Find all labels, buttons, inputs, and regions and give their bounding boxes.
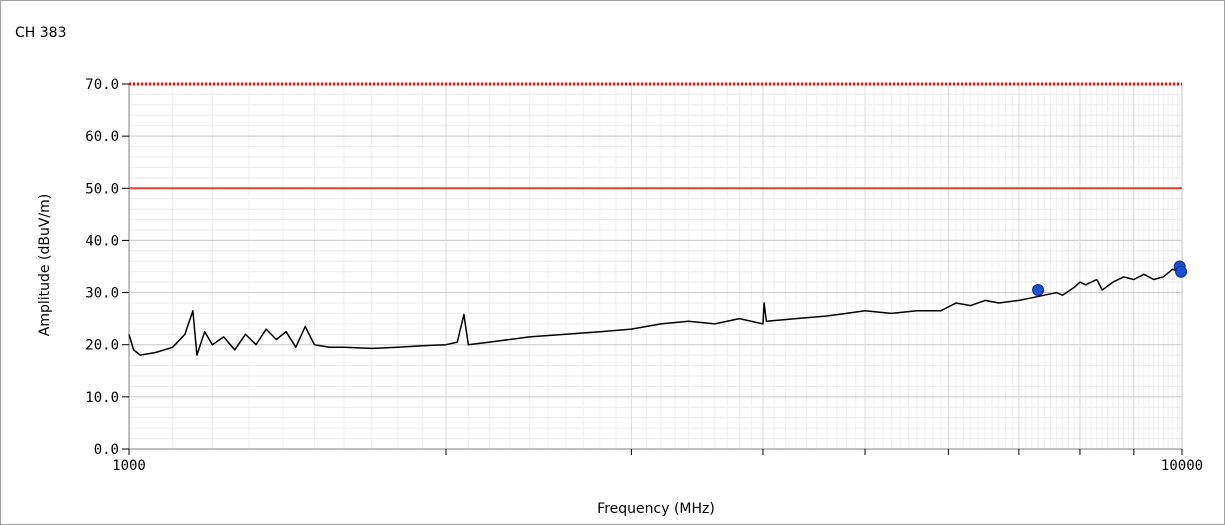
axis-labels: Frequency (MHz) Amplitude (dBuV/m) 0.010… xyxy=(37,77,1203,517)
y-tick-label: 10.0 xyxy=(85,390,119,406)
y-tick-label: 0.0 xyxy=(94,442,119,458)
y-axis-label: Amplitude (dBuV/m) xyxy=(37,194,53,336)
y-tick-label: 70.0 xyxy=(85,77,119,93)
x-tick-label: 10000 xyxy=(1161,458,1203,474)
axes xyxy=(122,83,1183,455)
y-tick-label: 40.0 xyxy=(85,233,119,249)
series-layer xyxy=(128,268,1183,356)
x-axis-label: Frequency (MHz) xyxy=(597,501,715,517)
y-tick-label: 50.0 xyxy=(85,181,119,197)
major-grid xyxy=(129,83,1183,450)
marker-layer xyxy=(1032,260,1188,296)
y-tick-label: 60.0 xyxy=(85,129,119,145)
y-tick-label: 30.0 xyxy=(85,286,119,302)
chart-title: CH 383 xyxy=(15,25,67,41)
x-tick-label: 1000 xyxy=(112,458,146,474)
peak-marker xyxy=(1175,265,1188,278)
peak-marker xyxy=(1032,283,1045,296)
minor-grid xyxy=(129,84,1182,449)
y-tick-label: 20.0 xyxy=(85,338,119,354)
series-line xyxy=(128,268,1183,356)
limit-lines xyxy=(129,82,1182,190)
